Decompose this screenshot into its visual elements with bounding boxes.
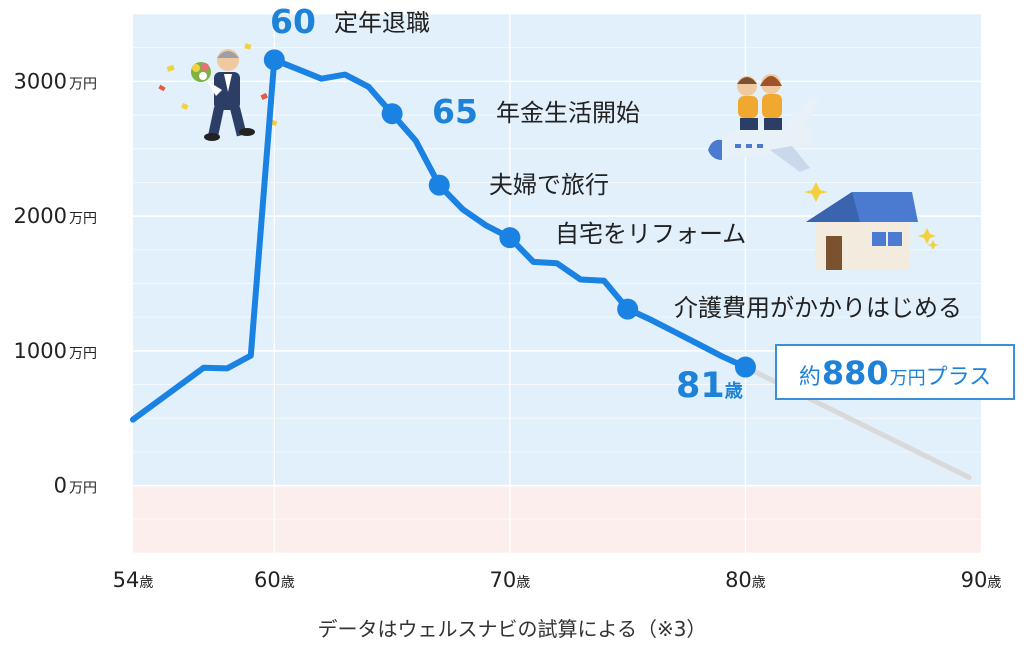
annotation-retirement-label: 定年退職 xyxy=(334,9,430,37)
illustrations xyxy=(158,43,939,270)
house-illustration xyxy=(804,182,939,270)
annotation-retirement-age: 60 xyxy=(270,2,316,41)
surplus-callout: 約 880 万円 プラス xyxy=(775,344,1015,400)
final-age-number: 81 xyxy=(676,366,725,406)
x-tick-label: 70歳 xyxy=(490,568,531,592)
y-tick-label: 2000 xyxy=(14,204,67,228)
event-marker xyxy=(263,49,285,71)
grid xyxy=(133,13,981,554)
y-tick-label: 1000 xyxy=(14,339,67,363)
retiree-illustration xyxy=(158,43,278,141)
callout-prefix: 約 xyxy=(798,365,821,390)
x-tick-label: 60歳 xyxy=(254,568,295,592)
y-tick-label: 0 xyxy=(54,474,67,498)
x-tick-label: 54歳 xyxy=(113,568,154,592)
annotation-nursing-care-label: 介護費用がかかりはじめる xyxy=(674,294,962,322)
callout-unit: 万円 xyxy=(889,368,926,389)
event-marker xyxy=(734,356,756,378)
chart-caption: データはウェルスナビの試算による（※3） xyxy=(318,617,707,641)
annotation-travel-label: 夫婦で旅行 xyxy=(489,171,609,199)
event-marker xyxy=(617,298,639,320)
y-tick-unit: 万円 xyxy=(69,211,97,227)
couple-airplane-illustration xyxy=(708,74,820,172)
event-marker xyxy=(428,174,450,196)
final-age-label: 81歳 xyxy=(676,366,743,406)
annotation-pension-label: 年金生活開始 xyxy=(496,99,640,127)
annotation-pension-age: 65 xyxy=(432,92,478,131)
callout-number: 880 xyxy=(821,354,889,392)
x-tick-label: 90歳 xyxy=(961,568,1002,592)
annotation-renovation-label: 自宅をリフォーム xyxy=(555,220,746,248)
event-marker xyxy=(499,227,521,249)
event-marker xyxy=(381,103,403,125)
callout-suffix: プラス xyxy=(925,365,992,390)
final-age-unit: 歳 xyxy=(724,381,743,402)
y-tick-unit: 万円 xyxy=(69,76,97,92)
y-tick-unit: 万円 xyxy=(69,346,97,362)
y-tick-unit: 万円 xyxy=(69,481,97,497)
x-tick-label: 80歳 xyxy=(725,568,766,592)
y-tick-label: 3000 xyxy=(14,69,67,93)
